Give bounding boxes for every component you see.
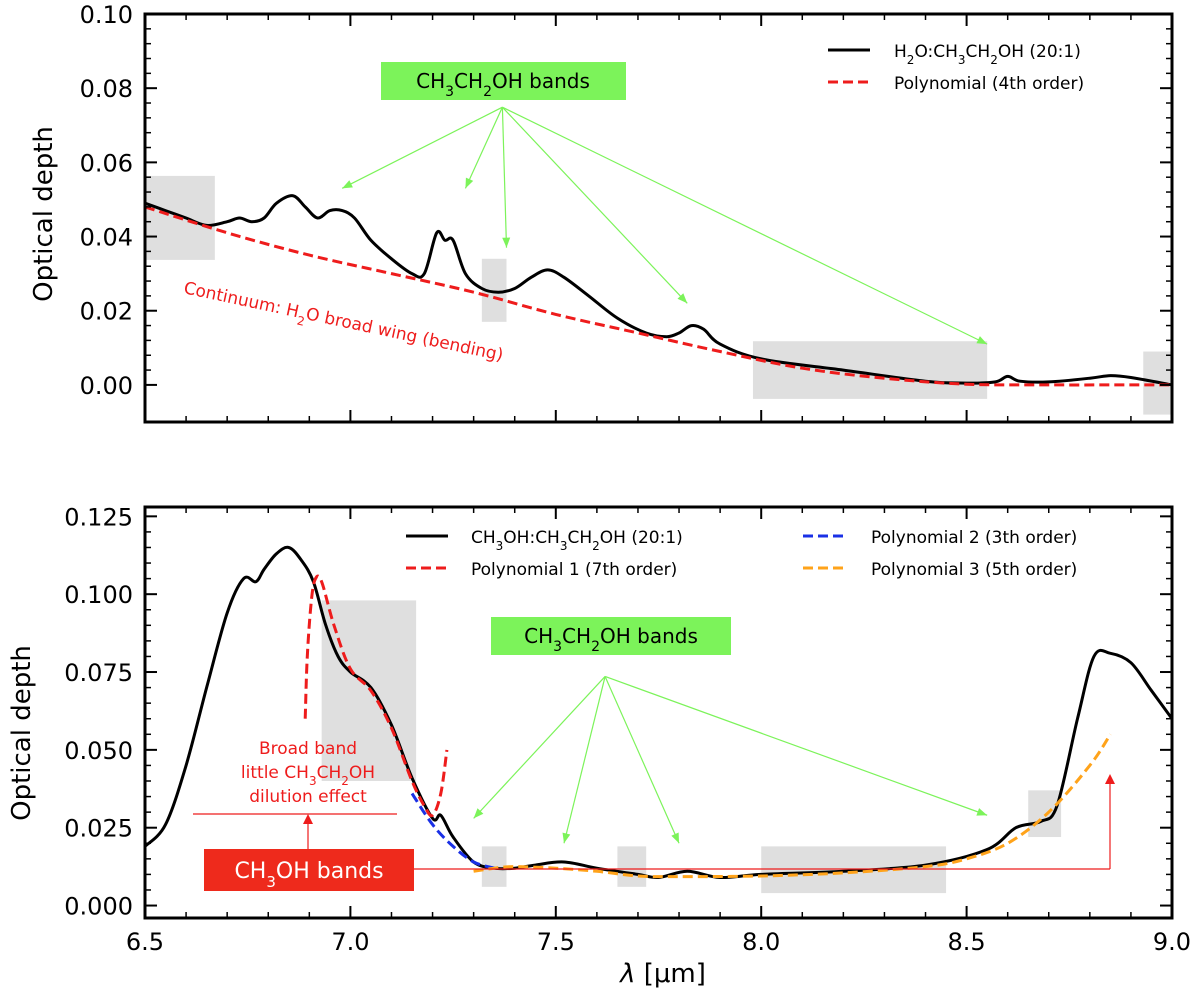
bottom-y-axis-label: Optical depth <box>7 645 37 821</box>
x-tick-label-2: 7.5 <box>537 928 575 956</box>
t-band-arrowhead-0 <box>342 180 353 189</box>
b-y-tick-label-0: 0.000 <box>64 893 133 921</box>
broad-band-label-3: dilution effect <box>249 787 367 807</box>
b-series-1-line <box>303 574 449 818</box>
top-panel: Continuum: H2O broad wing (bending) CH3C… <box>80 1 1174 424</box>
b-y-tick-label-2: 0.050 <box>64 737 133 765</box>
bottom-axes: 6.5 7.0 7.5 8.0 8.5 9.0 0.000 0.025 0.050 0.075 0.… <box>64 503 1191 956</box>
t-y-tick-label-3: 0.06 <box>80 149 133 177</box>
t-band-arrowhead-4 <box>976 336 988 345</box>
bottom-series <box>143 545 1174 880</box>
t-band-arrow-1 <box>464 106 503 189</box>
b-band-arrowhead-0 <box>473 808 484 819</box>
b-band-arrowhead-2 <box>671 832 680 844</box>
top-y-axis-label: Optical depth <box>29 126 59 302</box>
b-band-arrow-2 <box>604 676 680 844</box>
b-shade-4 <box>1028 790 1062 838</box>
b-band-arrow-0 <box>473 676 606 819</box>
t-series-0-line <box>144 194 1173 387</box>
b-axes-frame <box>143 505 1174 920</box>
t-band-arrow-2 <box>501 107 508 248</box>
b-shade-2 <box>617 846 647 887</box>
bottom-legend-label-1: CH3OH:CH3CH2OH (20:1) <box>471 528 683 553</box>
top-axes: 0.00 0.02 0.04 0.06 0.08 0.10 <box>80 1 1174 424</box>
t-y-tick-label-1: 0.02 <box>80 298 133 326</box>
t-y-tick-label-4: 0.08 <box>80 75 133 103</box>
b-band-arrowhead-3 <box>976 808 988 816</box>
bottom-legend-label-3: Polynomial 2 (3th order) <box>871 528 1077 548</box>
x-tick-label-4: 8.5 <box>948 928 986 956</box>
t-band-arrowhead-1 <box>465 177 474 189</box>
t-band-arrow-4 <box>502 106 988 345</box>
top-legend: H2O:CH3CH2OH (20:1) Polynomial (4th orde… <box>828 42 1084 94</box>
broad-band-arrowhead <box>303 814 313 824</box>
b-y-tick-label-3: 0.075 <box>64 659 133 687</box>
t-band-arrowhead-2 <box>502 237 511 248</box>
x-tick-label-1: 7.0 <box>331 928 369 956</box>
ch3oh-bands-label: CH3OH bands <box>234 859 383 891</box>
top-annotations: Continuum: H2O broad wing (bending) CH3C… <box>181 62 988 370</box>
bottom-legend-label-4: Polynomial 3 (5th order) <box>871 560 1077 580</box>
b-y-tick-label-4: 0.100 <box>64 581 133 609</box>
top-shaded-regions <box>145 175 1172 415</box>
top-series <box>144 194 1173 387</box>
t-axes-frame <box>143 12 1174 424</box>
broad-band-label-1: Broad band <box>259 739 357 759</box>
x-tick-label-0: 6.5 <box>126 928 164 956</box>
ch3oh-bands-label-box <box>204 849 414 891</box>
bottom-annotations: CH3CH2OH bands Broad band little CH3CH2O… <box>193 617 1115 891</box>
b-series-0-line <box>143 545 1174 880</box>
top-legend-label-1: H2O:CH3CH2OH (20:1) <box>894 42 1081 67</box>
x-tick-label-5: 9.0 <box>1153 928 1191 956</box>
x-tick-label-3: 8.0 <box>742 928 780 956</box>
t-band-arrow-3 <box>501 106 688 304</box>
t-band-arrow-0 <box>341 106 503 189</box>
t-shade-2 <box>752 341 988 399</box>
broad-band-label-2: little CH3CH2OH <box>241 763 375 788</box>
bottom-bands-label-box <box>491 617 731 655</box>
top-bands-label-box <box>381 62 626 100</box>
t-y-tick-label-5: 0.10 <box>80 1 133 29</box>
b-band-arrowhead-1 <box>562 832 571 844</box>
b-band-arrow-3 <box>604 675 988 816</box>
x-axis-label: λ [μm] <box>618 959 706 989</box>
t-band-arrowhead-3 <box>677 293 688 304</box>
bottom-legend: CH3OH:CH3CH2OH (20:1) Polynomial 1 (7th … <box>406 528 1077 580</box>
b-series-2-line <box>410 792 495 870</box>
bottom-legend-label-2: Polynomial 1 (7th order) <box>471 560 677 580</box>
t-y-tick-label-0: 0.00 <box>80 372 133 400</box>
t-series-1-line <box>144 205 1172 387</box>
b-band-arrow-1 <box>563 676 606 844</box>
b-series-3-line <box>473 733 1112 879</box>
ch3oh-arrowhead <box>1105 774 1115 784</box>
bottom-bands-label: CH3CH2OH bands <box>524 624 698 655</box>
b-y-tick-label-1: 0.025 <box>64 815 133 843</box>
top-bands-label: CH3CH2OH bands <box>416 69 590 100</box>
t-y-tick-label-2: 0.04 <box>80 224 133 252</box>
bottom-panel: CH3CH2OH bands Broad band little CH3CH2O… <box>64 503 1191 956</box>
continuum-label: Continuum: H2O broad wing (bending) <box>181 278 505 370</box>
top-legend-label-2: Polynomial (4th order) <box>894 74 1084 94</box>
b-y-tick-label-5: 0.125 <box>64 503 133 531</box>
